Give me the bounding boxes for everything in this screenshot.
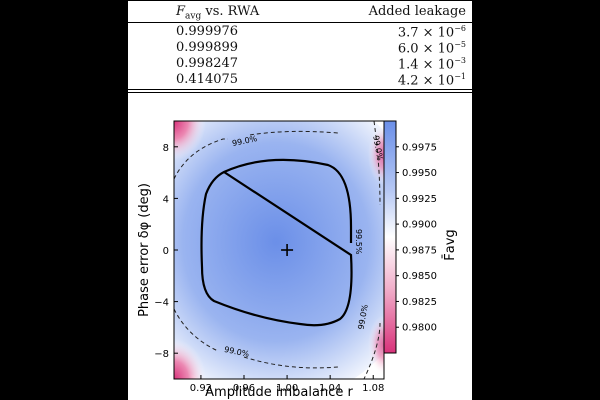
leak-exponent: −1 (454, 72, 466, 81)
low-fidelity-region-bottom-left (174, 339, 206, 379)
colorbar-tick-label: 0.9800 (402, 323, 437, 334)
y-tick-label: −8 (154, 349, 169, 360)
y-tick-label: 0 (163, 246, 169, 257)
colorbar-tick-label: 0.9925 (402, 194, 437, 205)
table-row-favg: 0.414075 (176, 72, 239, 87)
header-f: F (176, 4, 186, 19)
leak-mantissa: 4.2 (397, 73, 419, 89)
contour-99-0-left-bottom (174, 308, 339, 369)
table-row-leak: 3.7 × 10−6 (397, 24, 466, 41)
colorbar-tick-label: 0.9825 (402, 297, 437, 308)
table-header-favg: Favg vs. RWA (176, 4, 259, 22)
y-axis-label: Phase error δφ (deg) (137, 183, 152, 317)
table-row-leak: 6.0 × 10−5 (397, 40, 466, 57)
contour-99-0-left-top (174, 130, 339, 180)
fidelity-heatmap: 99.0% 99.0% 99.5% 99.0% 99.0% 0.92 0.96 1.… (137, 120, 458, 400)
leak-mantissa: 1.4 (397, 57, 419, 73)
x-tick-label: 1.08 (362, 383, 384, 394)
low-fidelity-region-top-right (368, 125, 384, 185)
y-tick-label: −4 (154, 298, 169, 309)
colorbar (383, 120, 397, 354)
contour-99-5 (200, 158, 353, 327)
x-axis-label: Amplitude imbalance r (205, 385, 353, 400)
colorbar-tick-label: 0.9850 (402, 271, 437, 282)
leak-exponent: −3 (454, 56, 466, 65)
contour-label-99-5: 99.5% (354, 229, 363, 255)
header-f-sub: avg (185, 11, 202, 22)
colorbar-tick-label: 0.9950 (402, 168, 437, 179)
table-row-leak: 4.2 × 10−1 (397, 72, 466, 89)
colorbar-tick-label: 0.9875 (402, 245, 437, 256)
y-axis-ticks: 8 4 0 −4 −8 (154, 143, 178, 360)
leak-exponent: −6 (454, 24, 466, 33)
table-row-leak: 1.4 × 10−3 (397, 56, 466, 73)
contour-99-0-right (363, 121, 381, 379)
colorbar-ticks: 0.9975 0.9950 0.9925 0.9900 0.9875 0.9850 0.98… (396, 142, 437, 334)
contour-label-99-0: 99.0% (357, 303, 370, 330)
x-tick-label: 1.00 (276, 383, 298, 394)
x-tick-label: 0.96 (233, 383, 255, 394)
x-tick-label: 1.04 (319, 383, 341, 394)
colorbar-tick-label: 0.9900 (402, 220, 437, 231)
leak-mantissa: 6.0 (397, 41, 419, 57)
table-header-leakage: Added leakage (368, 4, 466, 19)
low-fidelity-region-top-left (174, 121, 206, 161)
table-row-favg: 0.998247 (176, 56, 239, 71)
colorbar-tick-label: 0.9975 (402, 142, 437, 153)
header-vs-rwa: vs. RWA (201, 4, 260, 19)
table-bottom-rule (128, 89, 472, 90)
y-tick-label: 4 (163, 194, 169, 205)
table-row-favg: 0.999899 (176, 40, 239, 55)
page: Favg vs. RWA Added leakage 0.999976 3.7 … (128, 0, 472, 400)
leak-mantissa: 3.7 (397, 25, 419, 41)
fidelity-field (174, 121, 384, 379)
optimum-marker (281, 244, 294, 256)
table-header-rule (128, 22, 472, 23)
contour-label-99-0: 99.0% (371, 135, 384, 162)
table-row-favg: 0.999976 (176, 24, 239, 39)
x-tick-label: 0.92 (190, 383, 212, 394)
table-top-rule (128, 0, 472, 1)
results-table: Favg vs. RWA Added leakage 0.999976 3.7 … (128, 0, 472, 95)
y-tick-label: 8 (163, 143, 169, 154)
colorbar-label: F̄avg (443, 229, 458, 260)
x-axis-ticks: 0.92 0.96 1.00 1.04 1.08 (190, 375, 384, 394)
table-bottom-rule-2 (128, 92, 472, 93)
leak-exponent: −5 (454, 40, 466, 49)
